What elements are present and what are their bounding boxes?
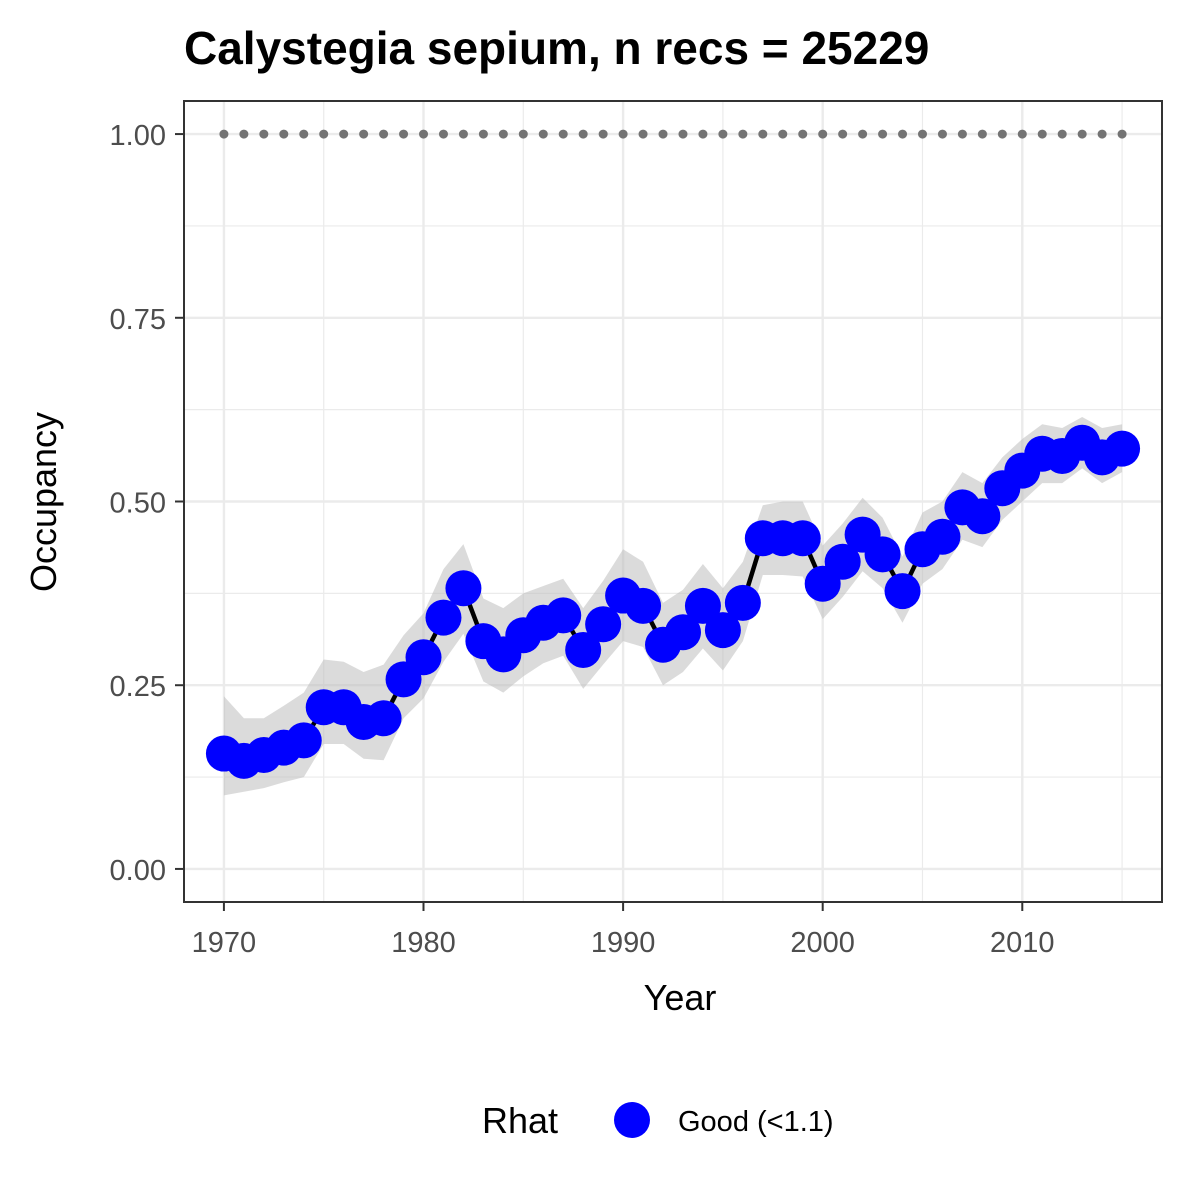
reference-dot (1017, 129, 1027, 139)
data-point (405, 639, 442, 676)
reference-dot (1077, 129, 1087, 139)
x-axis: 1970 1980 1990 2000 2010 (192, 902, 1055, 959)
reference-dot (319, 129, 329, 139)
legend-title: Rhat (482, 1100, 558, 1141)
confidence-ribbon (223, 417, 1123, 796)
y-tick-label: 0.25 (110, 671, 166, 703)
reference-dot (1117, 129, 1127, 139)
reference-dot (658, 129, 668, 139)
x-tick-label: 2000 (790, 927, 855, 959)
reference-dot (618, 129, 628, 139)
data-point (704, 612, 741, 649)
reference-dot (279, 129, 289, 139)
x-tick-label: 1970 (192, 927, 257, 959)
data-point (565, 631, 602, 668)
reference-dot (538, 129, 548, 139)
reference-dot (878, 129, 888, 139)
x-tick-label: 1990 (591, 927, 656, 959)
legend: Rhat Good (<1.1) (482, 1100, 834, 1141)
data-point (824, 543, 861, 580)
reference-dot (219, 129, 229, 139)
reference-dot (778, 129, 788, 139)
reference-dot (359, 129, 369, 139)
reference-dot (478, 129, 488, 139)
reference-dot (977, 129, 987, 139)
y-tick-label: 0.75 (110, 304, 166, 336)
reference-dots-layer (219, 129, 1127, 139)
data-point (365, 700, 402, 737)
reference-dot (558, 129, 568, 139)
reference-dot (379, 129, 389, 139)
reference-dot (957, 129, 967, 139)
x-tick-label: 1980 (391, 927, 456, 959)
y-tick-label: 1.00 (110, 120, 166, 152)
data-point (664, 614, 701, 651)
points-layer (205, 424, 1141, 779)
confidence-ribbon-layer (223, 417, 1123, 796)
data-point (924, 518, 961, 555)
data-point (625, 587, 662, 624)
reference-dot (997, 129, 1007, 139)
reference-dot (818, 129, 828, 139)
reference-dot (419, 129, 429, 139)
data-point (884, 573, 921, 610)
reference-dot (578, 129, 588, 139)
data-point (545, 597, 582, 634)
x-tick-label: 2010 (990, 927, 1055, 959)
data-point (425, 599, 462, 636)
reference-dot (698, 129, 708, 139)
reference-dot (399, 129, 409, 139)
data-point (1104, 430, 1141, 467)
data-point (724, 584, 761, 621)
data-point (585, 606, 622, 643)
reference-dot (838, 129, 848, 139)
y-tick-label: 0.00 (110, 855, 166, 887)
data-point (445, 570, 482, 607)
reference-dot (758, 129, 768, 139)
reference-dot (638, 129, 648, 139)
data-point (684, 587, 721, 624)
data-point (864, 536, 901, 573)
reference-dot (718, 129, 728, 139)
reference-dot (598, 129, 608, 139)
y-axis: 0.00 0.25 0.50 0.75 1.00 (110, 120, 184, 887)
reference-dot (1037, 129, 1047, 139)
reference-dot (937, 129, 947, 139)
reference-dot (858, 129, 868, 139)
reference-dot (1097, 129, 1107, 139)
y-axis-title: Occupancy (23, 412, 64, 592)
x-axis-title: Year (644, 977, 717, 1018)
reference-dot (678, 129, 688, 139)
legend-label-good: Good (<1.1) (678, 1106, 834, 1138)
data-point (285, 722, 322, 759)
legend-key-good (614, 1102, 650, 1138)
reference-dot (898, 129, 908, 139)
y-tick-label: 0.50 (110, 488, 166, 520)
reference-dot (798, 129, 808, 139)
reference-dot (498, 129, 508, 139)
reference-dot (738, 129, 748, 139)
reference-dot (339, 129, 349, 139)
data-point (964, 498, 1001, 535)
reference-dot (1057, 129, 1067, 139)
reference-dot (917, 129, 927, 139)
reference-dot (518, 129, 528, 139)
reference-dot (299, 129, 309, 139)
reference-dot (458, 129, 468, 139)
reference-dot (438, 129, 448, 139)
data-point (784, 520, 821, 557)
reference-dot (259, 129, 269, 139)
chart-title: Calystegia sepium, n recs = 25229 (184, 22, 929, 74)
reference-dot (239, 129, 249, 139)
